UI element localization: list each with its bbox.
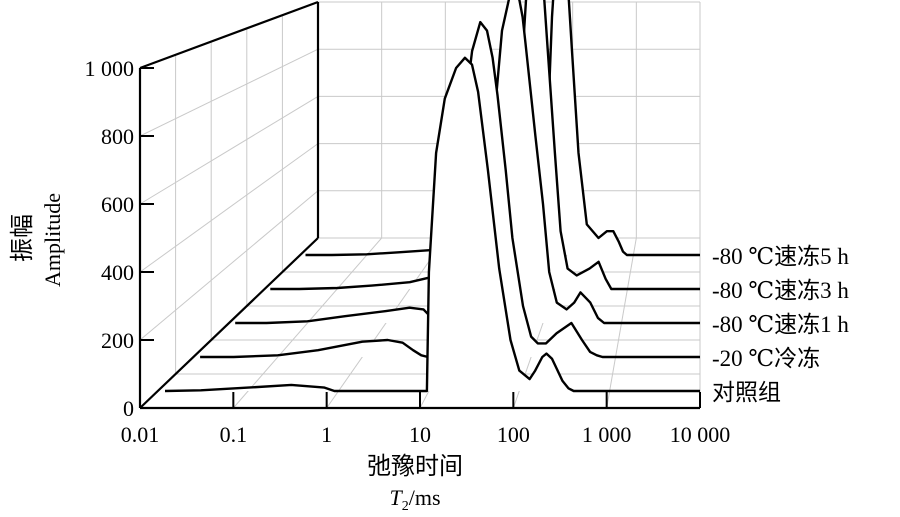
grid-layer bbox=[139, 1, 701, 409]
series-label-2: -80 ℃速冻1 h bbox=[712, 312, 849, 337]
x-axis-label-unit-text: /ms bbox=[409, 485, 441, 510]
y-tick-label: 1 000 bbox=[85, 56, 135, 81]
grid-wall-line bbox=[139, 143, 319, 273]
x-axis-label-variable: T bbox=[389, 485, 403, 510]
grid-wall-line bbox=[139, 190, 319, 341]
series-label-0: 对照组 bbox=[712, 380, 781, 405]
y-tick-label: 600 bbox=[101, 192, 134, 217]
series-layer bbox=[164, 0, 700, 393]
y-tick-label: 0 bbox=[123, 396, 134, 421]
grid-wall-line bbox=[139, 48, 319, 137]
axes-layer bbox=[138, 0, 701, 410]
x-axis-label-cn: 弛豫时间 bbox=[367, 453, 463, 480]
x-tick-label: 100 bbox=[497, 422, 530, 447]
x-axis-label-subscript: 2 bbox=[402, 499, 409, 514]
x-tick-label: 1 000 bbox=[582, 422, 632, 447]
series-line-0 bbox=[164, 56, 700, 393]
depth-axis-top bbox=[139, 0, 319, 70]
depth-axis-floor bbox=[139, 237, 319, 409]
y-tick-label: 800 bbox=[101, 124, 134, 149]
grid-wall-line bbox=[139, 95, 319, 205]
series-label-1: -20 ℃冷冻 bbox=[712, 346, 820, 371]
x-tick-label: 0.1 bbox=[220, 422, 248, 447]
x-tick-label: 1 bbox=[321, 422, 332, 447]
x-tick-label: 10 000 bbox=[670, 422, 731, 447]
series-line-2 bbox=[235, 0, 700, 325]
series-label-4: -80 ℃速冻5 h bbox=[712, 244, 849, 269]
x-axis-label-unit: T2/ms bbox=[389, 485, 440, 514]
x-tick-label: 0.01 bbox=[121, 422, 160, 447]
labels-layer: 0.01 0.1 1 10 100 1 000 10 000 0 200 400 600 800 1 0… bbox=[9, 56, 849, 514]
series-label-3: -80 ℃速冻3 h bbox=[712, 278, 849, 303]
x-tick-label: 10 bbox=[409, 422, 431, 447]
y-axis-label-en: Amplitude bbox=[40, 193, 65, 287]
y-axis-label-cn: 振幅 bbox=[9, 214, 36, 262]
y-tick-label: 400 bbox=[101, 260, 134, 285]
y-tick-label: 200 bbox=[101, 328, 134, 353]
series-line-1 bbox=[200, 20, 700, 359]
